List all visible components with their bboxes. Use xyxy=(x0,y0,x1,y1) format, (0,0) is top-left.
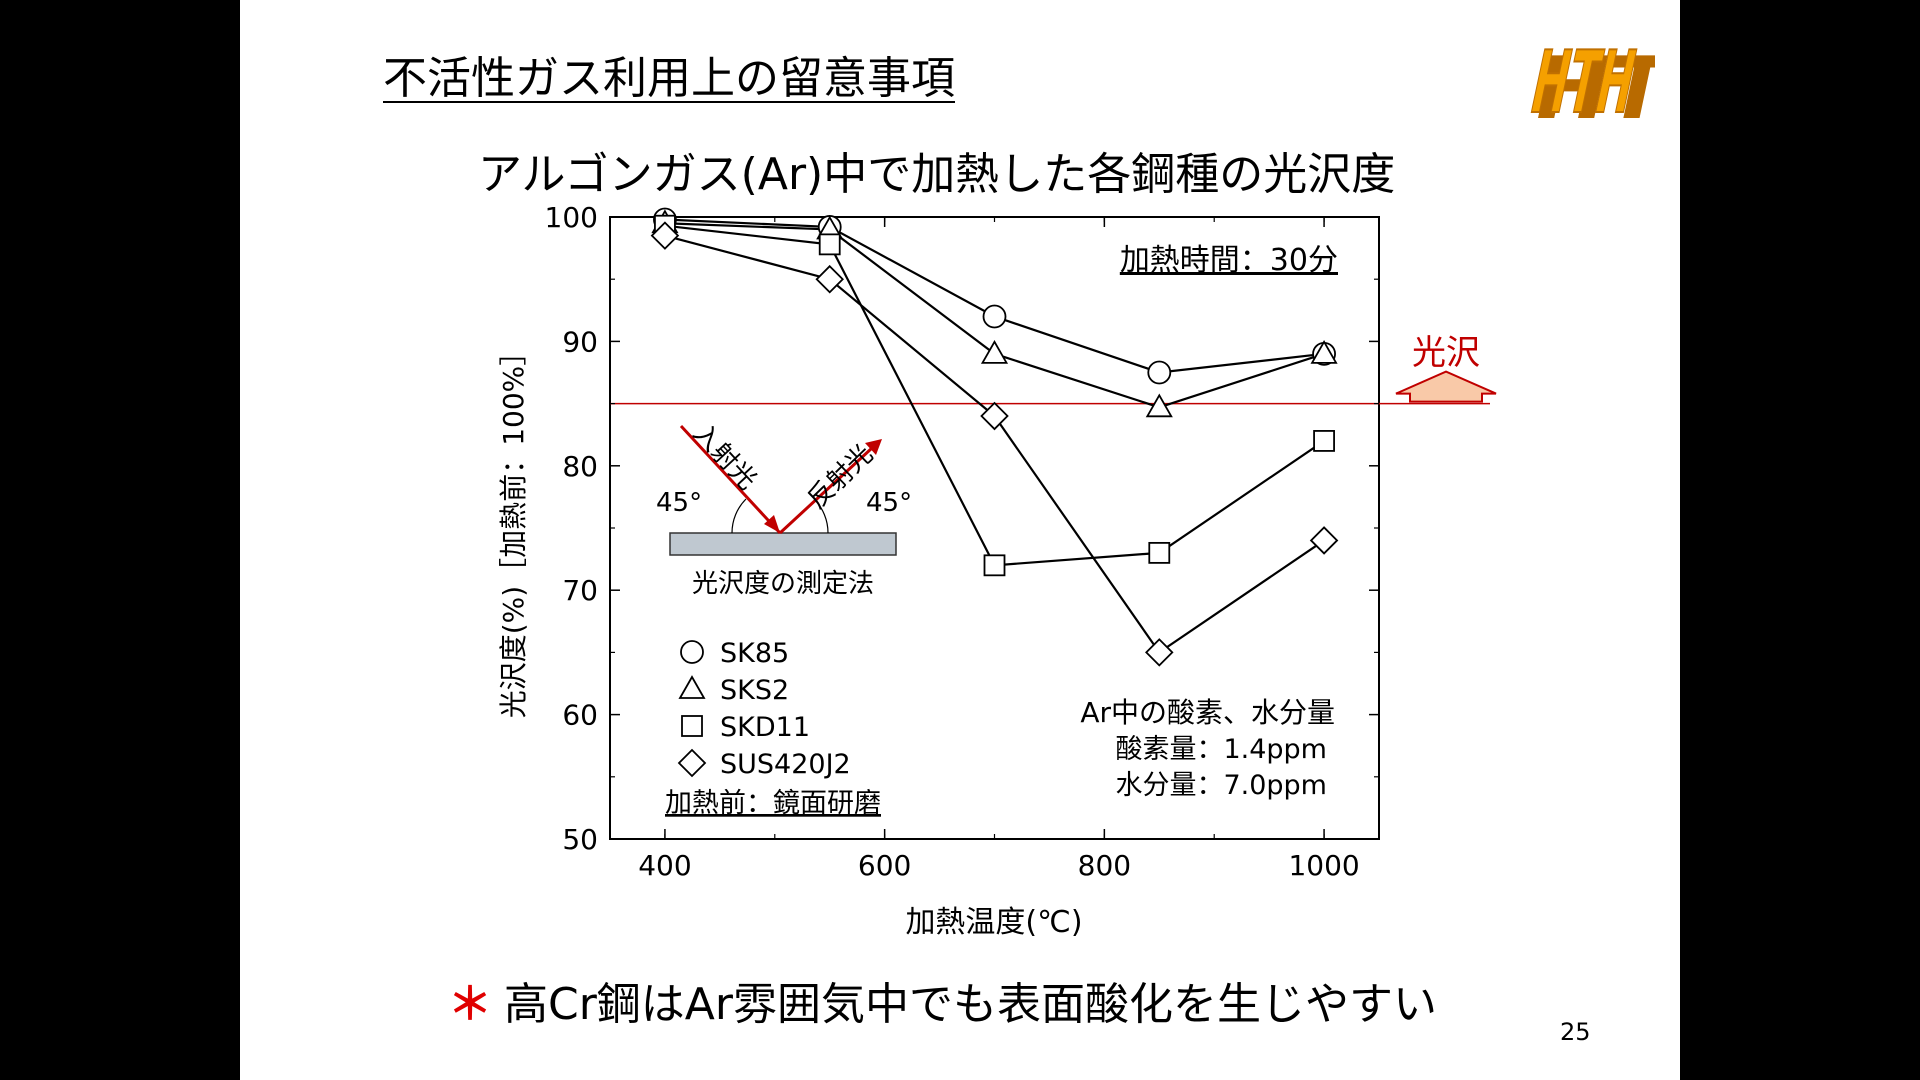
angle-right-label: 45° xyxy=(866,488,912,518)
legend-label-sus420j2: SUS420J2 xyxy=(720,749,851,780)
reflected-ray xyxy=(778,446,874,535)
legend-marker-sus420j2 xyxy=(677,748,707,778)
legend-label-sk85: SK85 xyxy=(720,638,789,669)
x-tick-label: 800 xyxy=(1078,849,1131,882)
chart-title: アルゴンガス(Ar)中で加熱した各鋼種の光沢度 xyxy=(478,149,1396,200)
before-heating-note: 加熱前：鏡面研磨 xyxy=(665,788,881,819)
x-tick-label: 1000 xyxy=(1288,849,1359,882)
gloss-up-arrow-icon xyxy=(1395,370,1497,403)
legend-marker-sks2 xyxy=(678,675,706,699)
method-caption: 光沢度の測定法 xyxy=(692,569,874,599)
y-tick-label: 70 xyxy=(562,574,598,607)
data-point-skd11 xyxy=(983,554,1006,577)
incident-light-label: 入射光 xyxy=(687,418,762,496)
gloss-chart: 光沢 400 600 800 1000 50 60 70 80 90 100 加熱温度(℃) 光… xyxy=(497,201,1497,940)
data-point-sk85 xyxy=(1147,360,1172,385)
y-tick-label: 90 xyxy=(562,325,598,358)
data-point-sks2 xyxy=(980,340,1009,364)
data-point-sus420j2 xyxy=(815,264,844,294)
svg-text:HTH: HTH xyxy=(1526,38,1655,139)
measurement-diagram: 入射光 反射光 45° 45° 光沢度の測定法 xyxy=(656,418,912,599)
heating-time-note: 加熱時間：30分 xyxy=(1120,243,1338,278)
x-tick-label: 600 xyxy=(858,849,911,882)
y-tick-label: 50 xyxy=(562,823,598,856)
footnote-text: 高Cr鋼はAr雰囲気中でも表面酸化を生じやすい xyxy=(504,979,1438,1030)
oxygen-content: 酸素量：1.4ppm xyxy=(1115,734,1327,765)
incident-ray xyxy=(679,424,782,535)
data-point-sus420j2 xyxy=(1145,638,1174,667)
y-axis-label: 光沢度(%)［加熱前：100%］ xyxy=(497,338,530,719)
slide-heading: 不活性ガス利用上の留意事項 xyxy=(383,53,955,104)
data-point-sk85 xyxy=(982,304,1007,329)
incident-arrowhead-icon xyxy=(764,515,780,533)
legend-marker-skd11 xyxy=(681,715,703,737)
y-tick-label: 80 xyxy=(562,450,598,483)
legend-label-sks2: SKS2 xyxy=(720,675,789,706)
data-point-sus420j2 xyxy=(1309,526,1339,555)
angle-arc-right xyxy=(813,498,829,534)
footnote: ＊高Cr鋼はAr雰囲気中でも表面酸化を生じやすい xyxy=(448,968,1437,1032)
sample-plate xyxy=(669,532,897,556)
data-point-skd11 xyxy=(1313,430,1335,452)
svg-text:HTH: HTH xyxy=(1525,32,1644,133)
angle-arc-left xyxy=(731,498,747,534)
data-point-sus420j2 xyxy=(980,401,1009,431)
reflected-arrowhead-icon xyxy=(865,439,882,455)
legend-marker-sk85 xyxy=(680,640,704,664)
data-point-sks2 xyxy=(1310,340,1338,364)
y-tick-label: 100 xyxy=(545,201,598,234)
x-axis-label: 加熱温度(℃) xyxy=(905,905,1082,940)
x-tick-label: 400 xyxy=(638,849,691,882)
data-point-skd11 xyxy=(818,233,841,256)
angle-left-label: 45° xyxy=(656,488,702,518)
hth-logo: HTH HTH xyxy=(1525,31,1655,139)
slide: 不活性ガス利用上の留意事項 HTH HTH アルゴンガス(Ar)中で加熱した各鋼… xyxy=(240,0,1680,1080)
gloss-label: 光沢 xyxy=(1412,333,1480,373)
ar-content-header: Ar中の酸素、水分量 xyxy=(1080,696,1335,729)
legend-label-skd11: SKD11 xyxy=(720,712,810,743)
water-content: 水分量：7.0ppm xyxy=(1115,770,1327,801)
data-point-sks2 xyxy=(1145,393,1173,418)
legend: SK85 SKS2 SKD11 SUS420J2 xyxy=(677,638,851,780)
page-number: 25 xyxy=(1560,1018,1591,1046)
data-point-sus420j2 xyxy=(650,221,680,250)
data-point-skd11 xyxy=(1148,541,1171,564)
asterisk-icon: ＊ xyxy=(448,979,492,1030)
y-tick-label: 60 xyxy=(562,699,598,732)
